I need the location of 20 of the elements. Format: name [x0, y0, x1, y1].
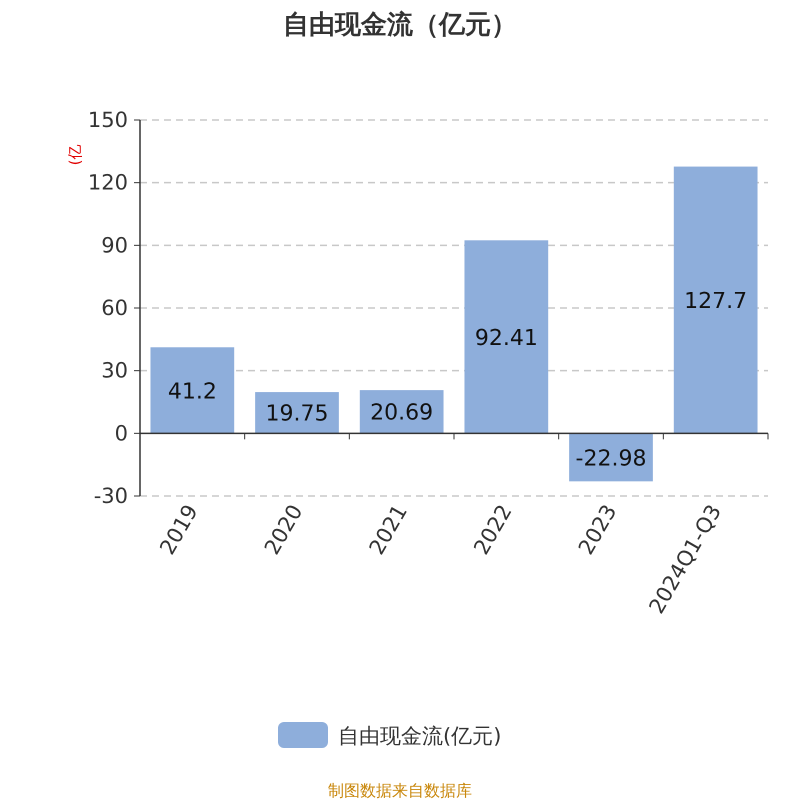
bar: [150, 347, 234, 434]
y-tick-label: 90: [101, 233, 128, 258]
text: 制图数据来自数据库: [328, 781, 472, 800]
y-tick-label: 60: [101, 296, 128, 320]
y-tick-label: 0: [114, 421, 128, 446]
y-tick-label: -30: [94, 484, 128, 508]
y-tick-label: 150: [88, 108, 128, 132]
data-label: 20.69: [370, 400, 434, 426]
data-label: 19.75: [266, 402, 328, 427]
data-label: 127.7: [684, 288, 748, 314]
legend-label: 自由现金流(亿元): [338, 724, 502, 748]
y-axis-title: (亿: [66, 144, 84, 166]
bar: [464, 240, 548, 434]
bar: [674, 166, 758, 434]
y-tick-label: 30: [101, 358, 128, 383]
y-tick-label: 120: [88, 170, 128, 195]
data-label: 41.2: [168, 379, 217, 404]
chart-title: 自由现金流（亿元）: [283, 10, 517, 40]
data-label: 92.41: [474, 326, 538, 351]
data-label: -22.98: [576, 446, 646, 472]
